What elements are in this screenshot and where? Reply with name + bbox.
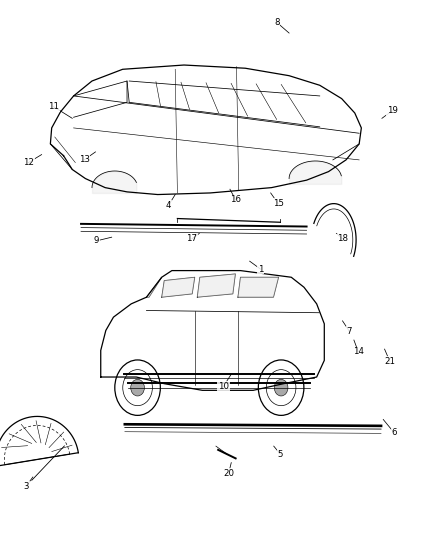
- Text: 16: 16: [230, 196, 241, 204]
- Text: 18: 18: [337, 235, 348, 243]
- Polygon shape: [238, 277, 279, 297]
- Text: 17: 17: [186, 235, 198, 243]
- Text: 20: 20: [223, 469, 234, 478]
- Text: 3: 3: [24, 482, 29, 490]
- Text: 10: 10: [218, 382, 229, 391]
- Text: 8: 8: [274, 18, 279, 27]
- Text: 6: 6: [392, 429, 397, 437]
- Circle shape: [274, 379, 288, 396]
- Text: 7: 7: [347, 327, 352, 336]
- Text: 9: 9: [94, 237, 99, 245]
- Circle shape: [131, 379, 145, 396]
- Polygon shape: [162, 277, 195, 297]
- Text: 12: 12: [23, 158, 34, 167]
- Text: 5: 5: [278, 450, 283, 458]
- Polygon shape: [197, 274, 235, 297]
- Text: 19: 19: [387, 107, 397, 115]
- Text: 21: 21: [384, 357, 396, 366]
- Text: 15: 15: [272, 199, 284, 208]
- Text: 11: 11: [48, 102, 59, 111]
- Polygon shape: [146, 277, 162, 297]
- Text: 1: 1: [258, 265, 263, 273]
- Text: 4: 4: [166, 201, 171, 209]
- Text: 14: 14: [353, 348, 364, 356]
- Text: 13: 13: [78, 156, 90, 164]
